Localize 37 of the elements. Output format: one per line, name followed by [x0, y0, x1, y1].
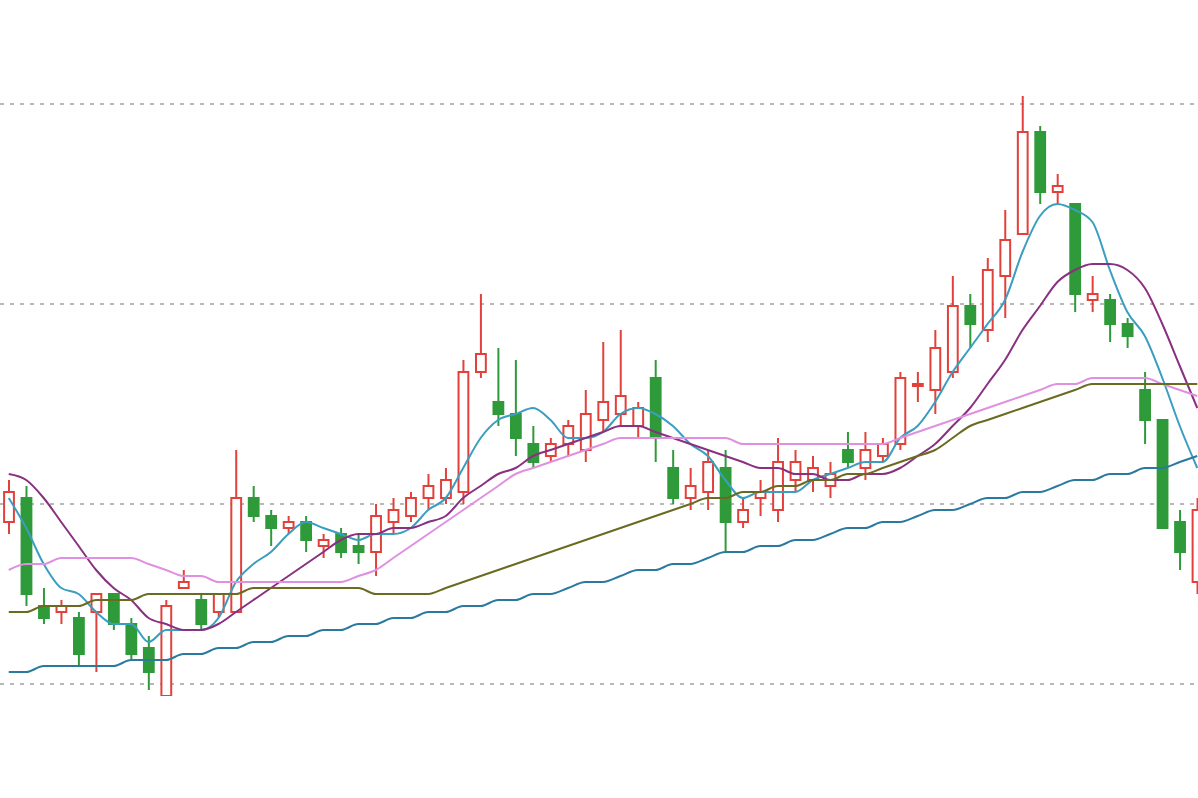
candlestick	[387, 497, 400, 535]
candlestick	[527, 425, 540, 469]
candlestick	[265, 509, 278, 547]
candlestick	[107, 593, 120, 631]
candlestick	[1174, 509, 1186, 571]
candlestick	[475, 293, 487, 379]
candlestick	[352, 533, 365, 565]
candlestick	[1086, 275, 1099, 313]
candlestick	[702, 449, 715, 511]
candlestick	[999, 209, 1012, 319]
candlestick	[842, 431, 854, 469]
candlestick	[964, 293, 977, 349]
candlestick	[422, 473, 435, 511]
candlestick	[667, 449, 680, 505]
candlestick	[579, 389, 592, 463]
candlestick	[1051, 173, 1064, 205]
candlestick	[1104, 293, 1117, 343]
candlestick	[929, 329, 942, 415]
candlestick	[1121, 317, 1134, 349]
candlestick	[492, 347, 505, 427]
candlestick	[440, 467, 452, 505]
candlestick	[509, 359, 522, 457]
candlestick	[247, 485, 260, 523]
candlestick	[597, 341, 610, 433]
candlestick	[317, 533, 330, 559]
candlestick	[195, 593, 208, 631]
candlestick	[737, 497, 749, 529]
candlestick	[684, 467, 697, 511]
candlestick	[911, 371, 924, 403]
candlestick	[300, 515, 313, 553]
candlestick	[142, 635, 155, 691]
candlestick	[614, 329, 627, 427]
candlestick	[1139, 371, 1151, 445]
candlestick	[73, 611, 85, 667]
candlestick	[405, 491, 417, 523]
candlestick	[370, 503, 382, 577]
candlestick	[125, 617, 138, 661]
